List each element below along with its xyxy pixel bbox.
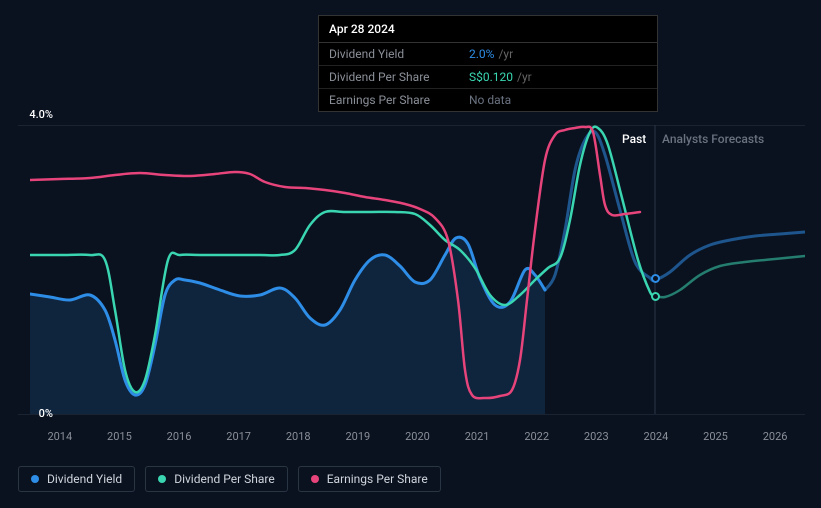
x-tick: 2025 xyxy=(686,430,746,443)
legend-dot xyxy=(31,475,39,483)
tooltip-label: Dividend Yield xyxy=(329,47,469,61)
y-axis-min: 0% xyxy=(39,407,53,420)
dividend_yield-line-forecast xyxy=(545,131,805,290)
x-tick: 2014 xyxy=(30,430,90,443)
x-tick: 2024 xyxy=(626,430,686,443)
x-axis: 2014201520162017201820192020202120222023… xyxy=(30,430,805,443)
legend-item[interactable]: Earnings Per Share xyxy=(298,466,441,492)
x-tick: 2022 xyxy=(507,430,567,443)
dividend-yield-marker xyxy=(651,274,660,283)
x-tick: 2026 xyxy=(745,430,805,443)
tooltip-unit: /yr xyxy=(498,47,513,61)
tooltip-value: 2.0%/yr xyxy=(469,47,647,61)
tooltip-date: Apr 28 2024 xyxy=(319,16,657,43)
tooltip-row: Dividend Yield2.0%/yr xyxy=(319,43,657,66)
legend-label: Dividend Per Share xyxy=(174,472,275,486)
tooltip-value: No data xyxy=(469,93,647,107)
x-tick: 2023 xyxy=(566,430,626,443)
x-tick: 2016 xyxy=(149,430,209,443)
tooltip-row: Earnings Per ShareNo data xyxy=(319,89,657,111)
x-tick: 2021 xyxy=(447,430,507,443)
forecast-label: Analysts Forecasts xyxy=(662,132,764,146)
tooltip: Apr 28 2024 Dividend Yield2.0%/yrDividen… xyxy=(318,15,658,112)
y-axis-max: 4.0% xyxy=(29,108,53,121)
past-label: Past xyxy=(622,132,646,146)
x-tick: 2018 xyxy=(268,430,328,443)
tooltip-unit: /yr xyxy=(517,70,532,84)
chart-container: 4.0% 0% 20142015201620172018201920202021… xyxy=(0,0,821,508)
legend-item[interactable]: Dividend Per Share xyxy=(145,466,288,492)
tooltip-value: S$0.120/yr xyxy=(469,70,647,84)
legend: Dividend Yield Dividend Per Share Earnings… xyxy=(18,466,441,492)
x-tick: 2015 xyxy=(90,430,150,443)
legend-label: Earnings Per Share xyxy=(327,472,428,486)
dividend-per-share-marker xyxy=(651,292,660,301)
tooltip-row: Dividend Per ShareS$0.120/yr xyxy=(319,66,657,89)
x-tick: 2017 xyxy=(209,430,269,443)
legend-dot xyxy=(311,475,319,483)
tooltip-label: Earnings Per Share xyxy=(329,93,469,107)
legend-item[interactable]: Dividend Yield xyxy=(18,466,135,492)
tooltip-label: Dividend Per Share xyxy=(329,70,469,84)
legend-label: Dividend Yield xyxy=(47,472,122,486)
x-tick: 2019 xyxy=(328,430,388,443)
x-tick: 2020 xyxy=(388,430,448,443)
dividend_per_share-line-forecast xyxy=(655,256,805,297)
legend-dot xyxy=(158,475,166,483)
